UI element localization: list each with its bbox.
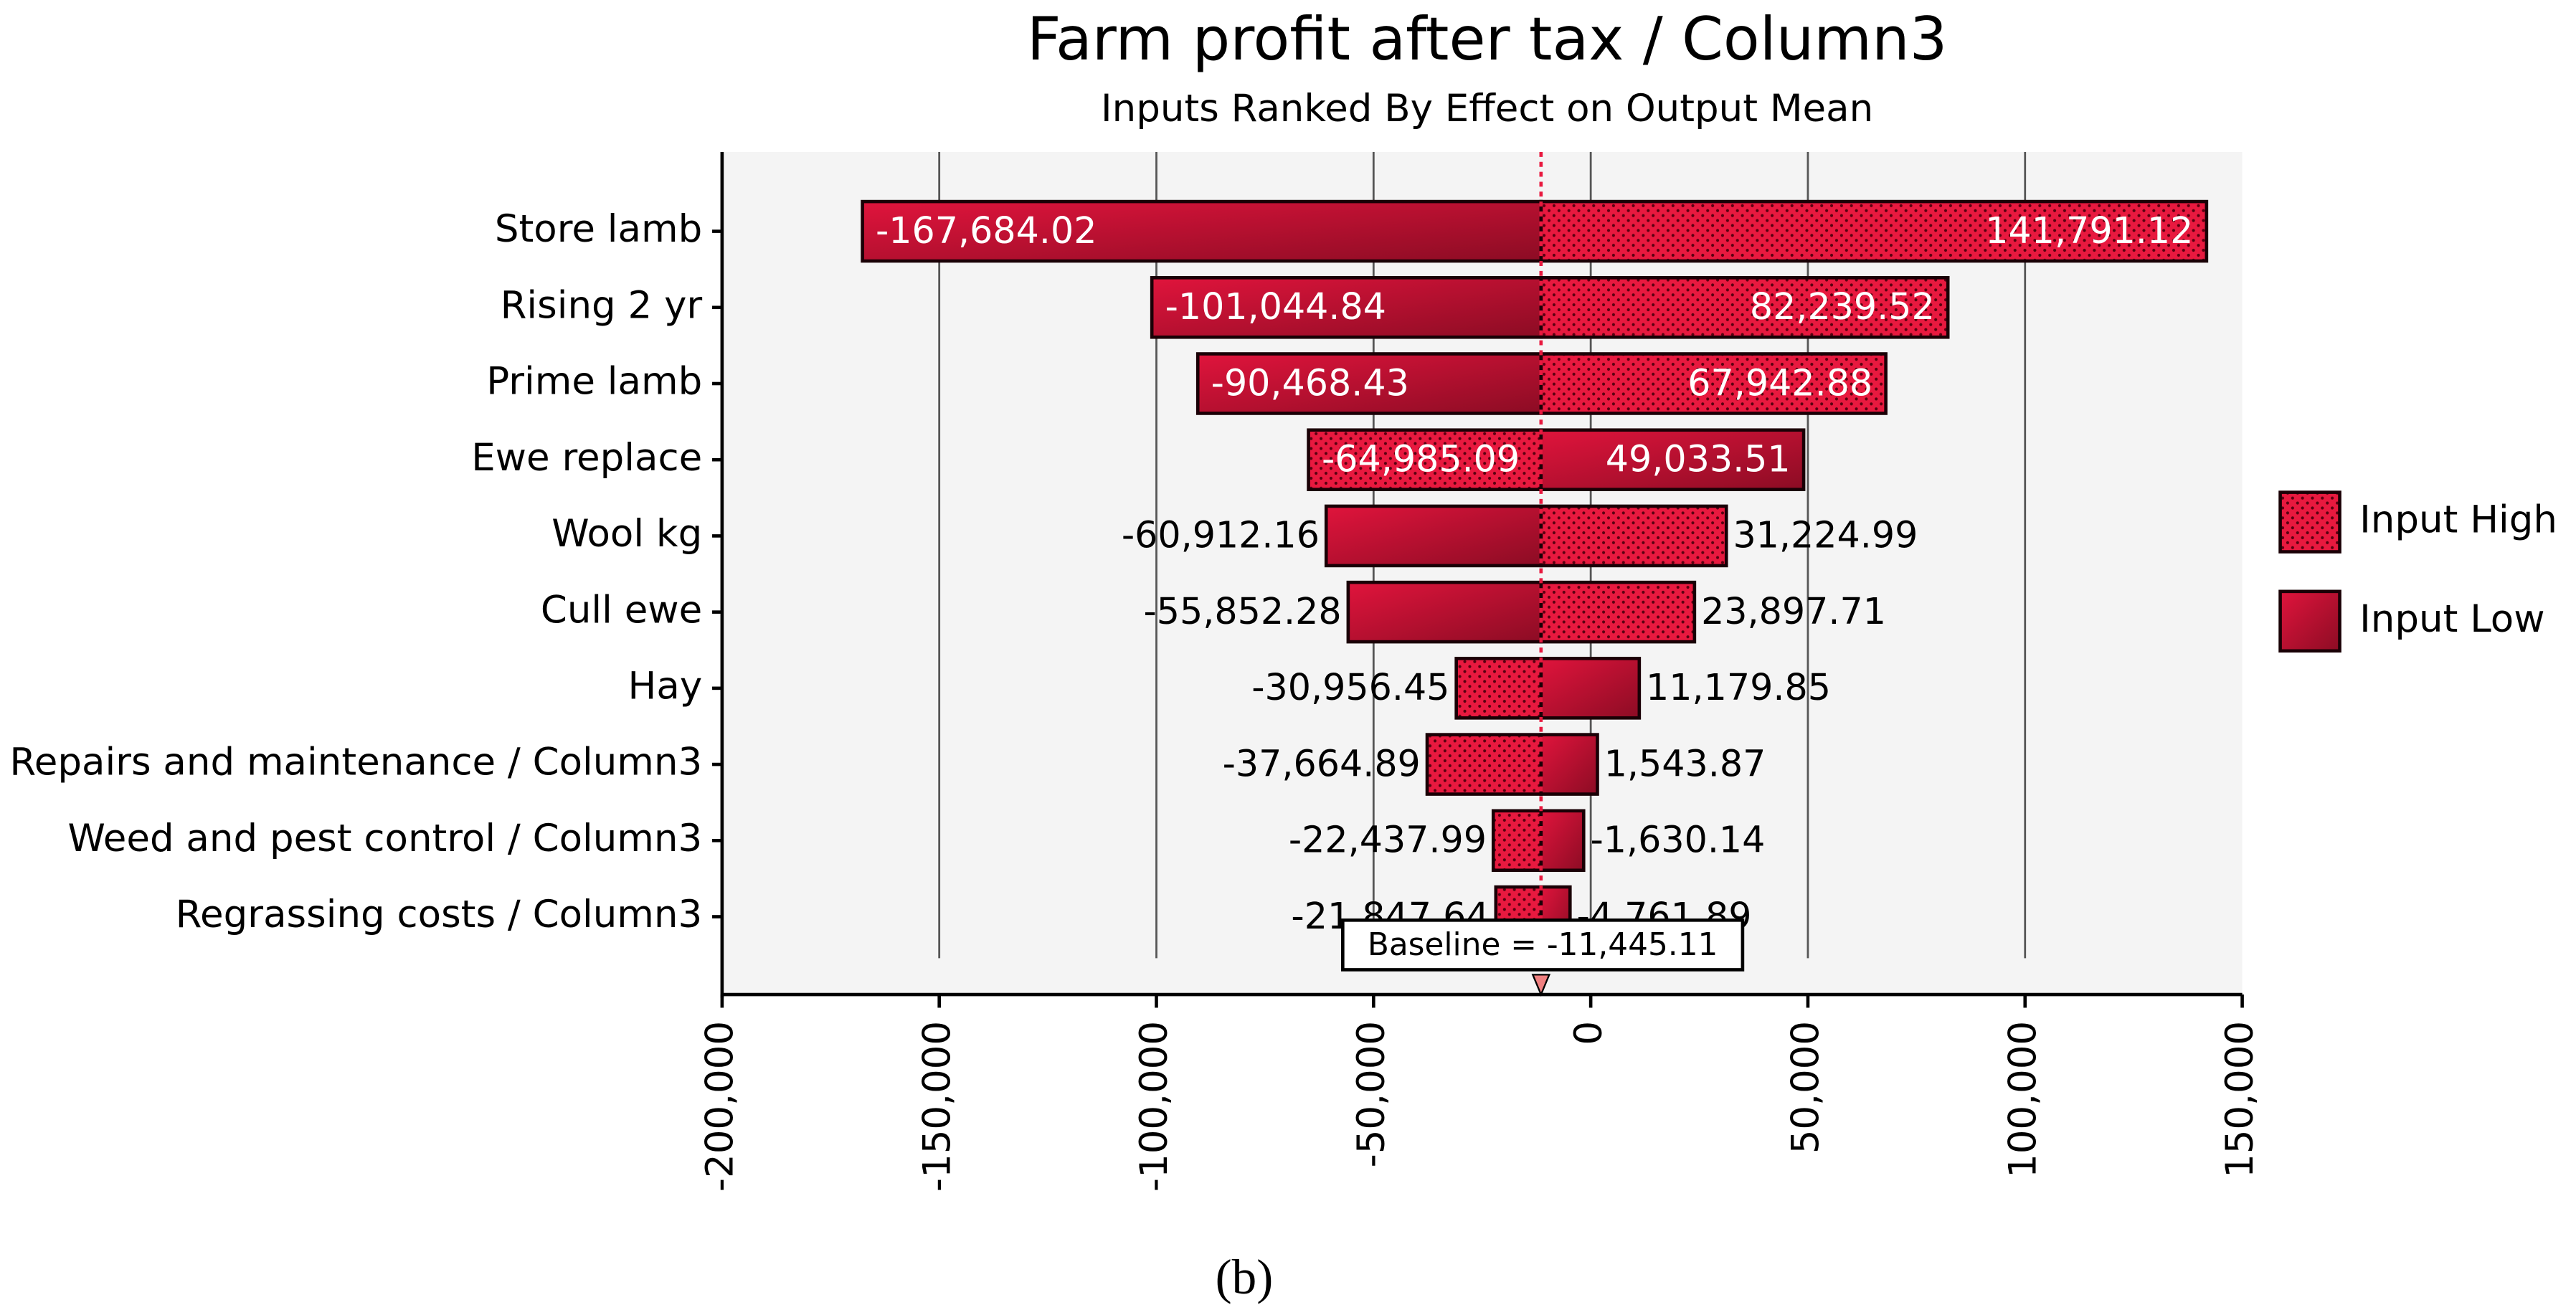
value-label: -101,044.84 <box>1165 285 1386 328</box>
bar-segment <box>1307 428 1543 491</box>
baseline-label: Baseline = -11,445.11 <box>1368 926 1718 963</box>
value-label: 31,224.99 <box>1733 514 1918 556</box>
bar-segment <box>1539 733 1599 796</box>
baseline-box <box>1341 918 1745 972</box>
value-label: 141,791.12 <box>1985 209 2193 252</box>
value-label: -30,956.45 <box>1251 666 1449 708</box>
y-tick-label: Cull ewe <box>541 588 702 632</box>
caption: (b) <box>1216 1249 1274 1304</box>
bar-segment <box>1539 428 1806 491</box>
legend-swatch <box>2278 490 2341 554</box>
value-label: 1,543.87 <box>1604 742 1766 784</box>
bar-segment <box>861 199 1543 263</box>
bar-segment <box>1539 580 1697 644</box>
y-tick-label: Regrassing costs / Column3 <box>176 893 703 936</box>
chart-title: Farm profit after tax / Column3 <box>1027 4 1948 74</box>
bar-segment <box>1539 504 1728 568</box>
bar-segment <box>1324 504 1543 568</box>
value-label: 67,942.88 <box>1687 361 1872 404</box>
bar-segment <box>1454 657 1543 720</box>
bar-segment <box>1195 352 1543 415</box>
value-label: 23,897.71 <box>1701 590 1886 632</box>
value-label: 49,033.51 <box>1606 438 1791 480</box>
bar-segment <box>1539 809 1586 873</box>
value-label: -90,468.43 <box>1211 361 1409 404</box>
bar-segment <box>1491 809 1543 873</box>
bar-segment <box>1346 580 1543 644</box>
legend-swatch <box>2278 589 2341 653</box>
x-tick-label: -100,000 <box>1132 1021 1176 1192</box>
y-tick-label: Hay <box>628 664 703 708</box>
value-label: -55,852.28 <box>1143 590 1341 632</box>
value-label: 11,179.85 <box>1646 666 1831 708</box>
value-label: -167,684.02 <box>876 209 1097 252</box>
y-tick-label: Wool kg <box>551 512 702 556</box>
x-tick-label: 100,000 <box>2001 1021 2045 1178</box>
x-tick-label: -150,000 <box>915 1021 959 1192</box>
value-label: -37,664.89 <box>1223 742 1421 784</box>
bar-segment <box>1539 352 1888 415</box>
y-tick-label: Prime lamb <box>486 360 702 404</box>
bar-segment <box>1425 733 1543 796</box>
bar-segment <box>1539 276 1950 339</box>
value-label: -22,437.99 <box>1289 819 1487 861</box>
x-tick-label: -200,000 <box>699 1021 742 1192</box>
value-label: -60,912.16 <box>1122 514 1320 556</box>
y-tick-label: Store lamb <box>495 207 702 251</box>
y-tick-label: Repairs and maintenance / Column3 <box>9 741 702 784</box>
legend-label: Input Low <box>2359 597 2544 641</box>
y-tick-label: Rising 2 yr <box>501 283 703 327</box>
legend-label: Input High <box>2359 498 2557 542</box>
value-label: -1,630.14 <box>1590 819 1765 861</box>
y-tick-label: Ewe replace <box>471 436 702 480</box>
baseline-arrow <box>1531 974 1551 997</box>
chart-subtitle: Inputs Ranked By Effect on Output Mean <box>1101 87 1873 130</box>
x-tick-label: 150,000 <box>2218 1021 2262 1178</box>
bar-segment <box>1539 657 1642 720</box>
bar-segment <box>1150 276 1543 339</box>
y-tick-label: Weed and pest control / Column3 <box>67 817 702 860</box>
x-tick-label: 50,000 <box>1784 1021 1828 1154</box>
value-label: 82,239.52 <box>1750 285 1935 328</box>
x-tick-label: -50,000 <box>1350 1021 1393 1168</box>
x-tick-label: 0 <box>1567 1021 1611 1045</box>
value-label: -64,985.09 <box>1322 438 1520 480</box>
